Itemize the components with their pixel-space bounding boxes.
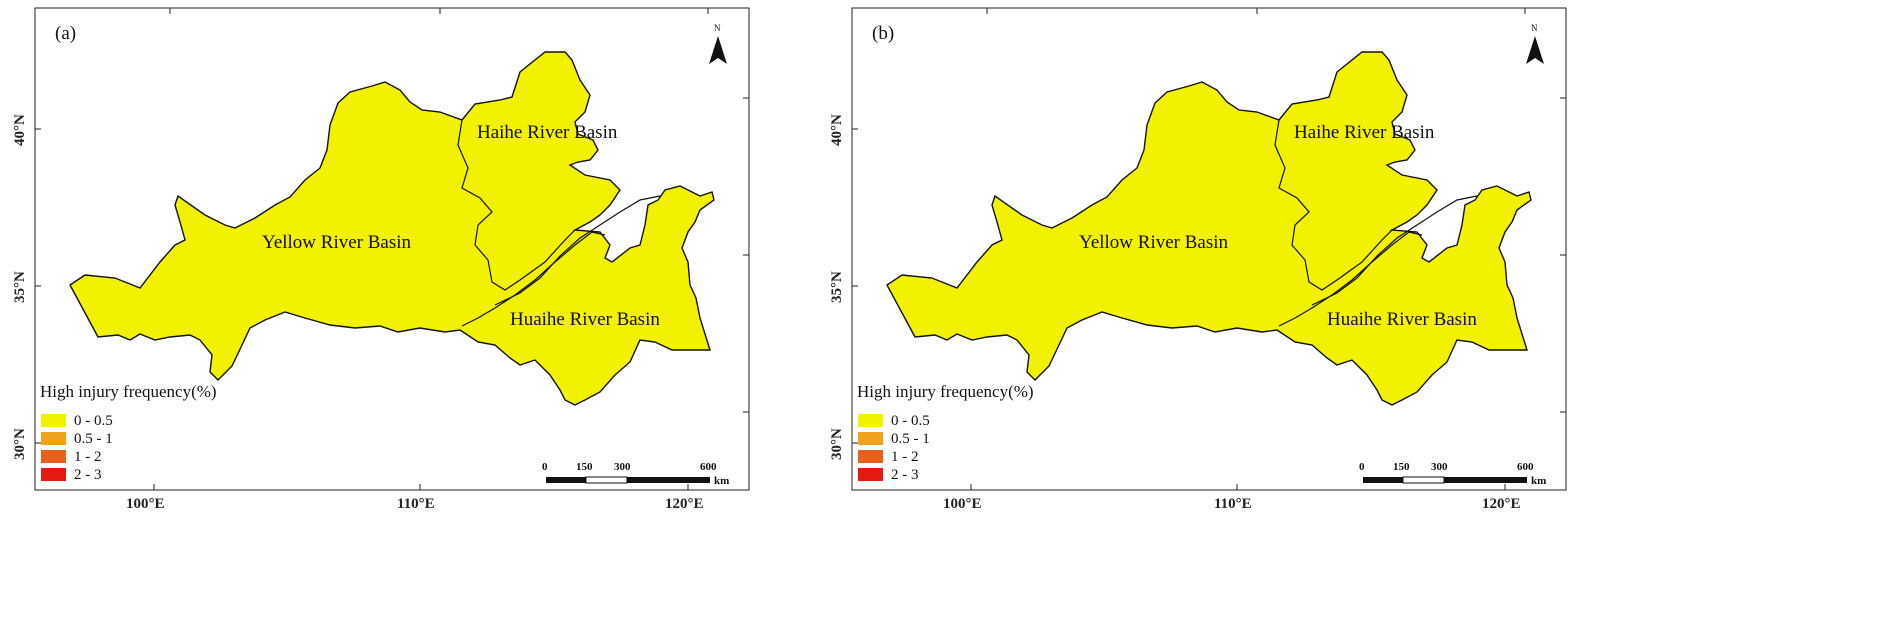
panel-a-ytick-2: 30°N <box>12 428 28 460</box>
panel-a-yellow-basin-label: Yellow River Basin <box>262 232 412 253</box>
panel-b-scale-label-2: 300 <box>1431 461 1448 473</box>
panel-b-legend-swatch-2 <box>858 450 883 463</box>
panel-b-legend-title: High injury frequency(%) <box>857 382 1034 401</box>
panel-b: (b) Yellow River Basin Haihe River Basin… <box>829 8 1566 512</box>
panel-b-legend-swatch-0 <box>858 414 883 427</box>
panel-b-xtick-2: 120°E <box>1482 496 1521 512</box>
panel-a-scale-label-1: 150 <box>576 461 593 473</box>
panel-b-legend-swatch-3 <box>858 468 883 481</box>
panel-a-legend-swatch-0 <box>41 414 66 427</box>
panel-a-scale-label-2: 300 <box>614 461 631 473</box>
panel-b-north-letter: N <box>1531 23 1538 33</box>
panel-a-north-letter: N <box>714 23 721 33</box>
panel-a-legend-label-1: 0.5 - 1 <box>74 431 113 447</box>
panel-a-xtick-2: 120°E <box>665 496 704 512</box>
panel-b-legend-label-3: 2 - 3 <box>891 467 919 483</box>
panel-b-legend-label-2: 1 - 2 <box>891 449 919 465</box>
panel-b-label: (b) <box>872 23 894 44</box>
panel-a-ytick-1: 35°N <box>12 271 28 303</box>
panel-b-scale-label-1: 150 <box>1393 461 1410 473</box>
panel-b-ytick-0: 40°N <box>829 114 845 146</box>
panel-b-ytick-2: 30°N <box>829 428 845 460</box>
panel-b-huaihe-basin-label: Huaihe River Basin <box>1327 309 1477 330</box>
panel-a-legend-label-2: 1 - 2 <box>74 449 102 465</box>
panel-a-label: (a) <box>55 23 76 44</box>
panel-b-xtick-0: 100°E <box>943 496 982 512</box>
panel-a-legend-label-3: 2 - 3 <box>74 467 102 483</box>
panel-b-ytick-1: 35°N <box>829 271 845 303</box>
panel-a-scale-label-3: 600 <box>700 461 717 473</box>
panel-a-huaihe-basin-label: Huaihe River Basin <box>510 309 660 330</box>
panel-b-legend-label-1: 0.5 - 1 <box>891 431 930 447</box>
panel-a-haihe-basin-label: Haihe River Basin <box>477 122 618 143</box>
panel-a-scale-unit: km <box>714 475 729 487</box>
panel-a-legend-title: High injury frequency(%) <box>40 382 217 401</box>
panel-a-legend-swatch-3 <box>41 468 66 481</box>
panel-a-scale-label-0: 0 <box>542 461 548 473</box>
panel-a-xtick-0: 100°E <box>126 496 165 512</box>
panel-a-legend-swatch-2 <box>41 450 66 463</box>
panel-a-legend-swatch-1 <box>41 432 66 445</box>
panel-a: (a) Yellow River Basin Haihe River Basin… <box>12 8 749 512</box>
panel-a-xtick-1: 110°E <box>397 496 435 512</box>
panel-a-ytick-0: 40°N <box>12 114 28 146</box>
panel-b-scale-unit: km <box>1531 475 1546 487</box>
panel-b-legend-label-0: 0 - 0.5 <box>891 413 930 429</box>
panel-b-legend-swatch-1 <box>858 432 883 445</box>
panel-a-legend-label-0: 0 - 0.5 <box>74 413 113 429</box>
panel-b-scale-label-3: 600 <box>1517 461 1534 473</box>
panel-b-haihe-basin-label: Haihe River Basin <box>1294 122 1435 143</box>
panel-b-yellow-basin-label: Yellow River Basin <box>1079 232 1229 253</box>
panel-b-xtick-1: 110°E <box>1214 496 1252 512</box>
panel-b-scale-label-0: 0 <box>1359 461 1365 473</box>
